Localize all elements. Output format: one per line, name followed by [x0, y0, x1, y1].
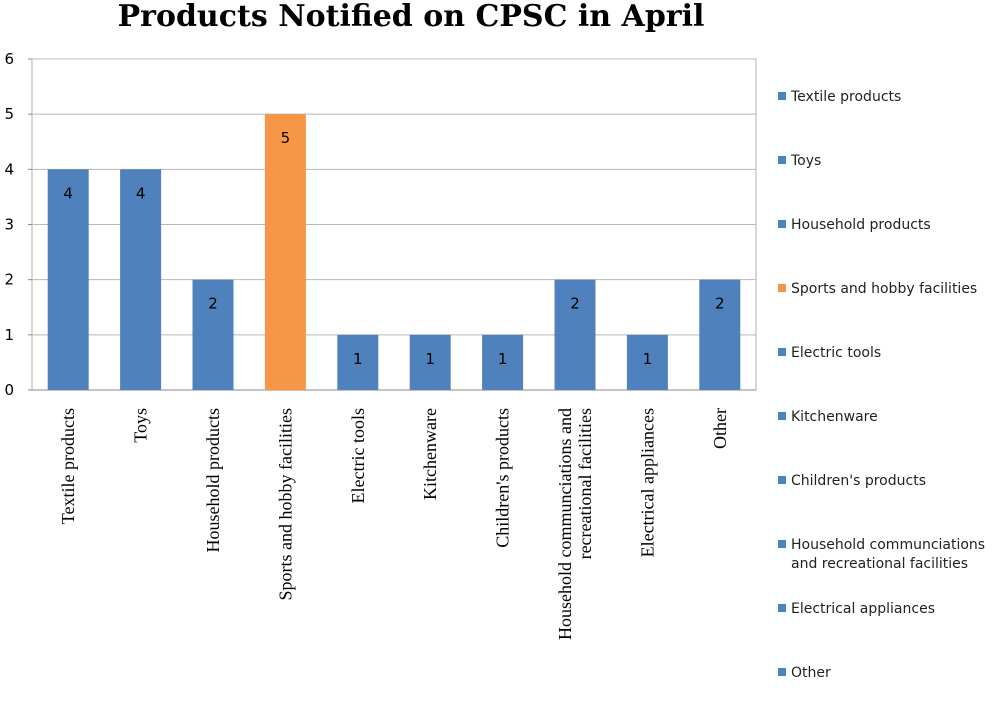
y-tick-label: 6 — [4, 50, 14, 68]
data-label: 2 — [715, 295, 725, 313]
legend-entry: Children's products — [791, 473, 926, 489]
bar — [626, 334, 668, 390]
category-label-group: Electrical appliances — [637, 408, 657, 557]
category-label-group: Sports and hobby facilities — [275, 408, 295, 600]
legend-swatch — [778, 668, 786, 676]
legend-swatch — [778, 476, 786, 484]
category-label: Household communciations and — [555, 408, 575, 640]
data-label: 1 — [643, 350, 653, 368]
legend-swatch — [778, 284, 786, 292]
legend-entry: and recreational facilities — [791, 556, 968, 572]
category-label: Kitchenware — [420, 408, 440, 500]
data-label: 2 — [570, 295, 580, 313]
category-label-group: Electric tools — [348, 408, 368, 503]
legend-entry: Household products — [791, 217, 931, 233]
legend-swatch — [778, 156, 786, 164]
y-axis-ticks: 0 1 2 3 4 5 6 — [4, 50, 14, 399]
data-label: 1 — [425, 350, 435, 368]
legend-entry: Sports and hobby facilities — [791, 281, 977, 297]
y-tick-label: 4 — [4, 160, 14, 178]
category-label: Other — [710, 408, 730, 449]
bar — [699, 279, 741, 390]
data-label: 1 — [498, 350, 508, 368]
y-tick-label: 0 — [4, 381, 14, 399]
bars — [47, 114, 741, 391]
y-tick-label: 5 — [4, 105, 14, 123]
y-tick-label: 1 — [4, 326, 14, 344]
bar — [192, 279, 234, 390]
category-label-group: Children's products — [493, 408, 513, 548]
category-label-group: Household products — [203, 408, 223, 552]
y-tick-label: 3 — [4, 216, 14, 234]
legend-swatch — [778, 92, 786, 100]
data-label: 5 — [281, 129, 291, 147]
bar — [264, 114, 306, 391]
legend-entry: Toys — [790, 153, 821, 169]
legend-entry: Electric tools — [791, 345, 881, 361]
legend-entry: Other — [791, 665, 831, 681]
legend: Textile products Toys Household products Sp… — [778, 89, 985, 681]
category-label: Electric tools — [348, 408, 368, 503]
category-label: Household products — [203, 408, 223, 552]
category-label-group: Textile products — [58, 408, 78, 524]
data-labels: 4 4 2 5 1 1 1 2 1 2 — [63, 129, 724, 368]
category-label-group: Toys — [131, 408, 151, 443]
bar — [554, 279, 596, 390]
data-label: 1 — [353, 350, 363, 368]
data-label: 2 — [208, 295, 218, 313]
category-label-group: Kitchenware — [420, 408, 440, 500]
category-label-group: Other — [710, 408, 730, 449]
data-label: 4 — [136, 184, 146, 202]
category-label: Children's products — [493, 408, 513, 548]
category-label: Electrical appliances — [637, 408, 657, 557]
legend-swatch — [778, 412, 786, 420]
bar — [337, 334, 379, 390]
bar — [482, 334, 524, 390]
legend-swatch — [778, 220, 786, 228]
y-tick-label: 2 — [4, 271, 14, 289]
legend-entry: Kitchenware — [791, 409, 878, 425]
legend-swatch — [778, 540, 786, 548]
category-label: recreational facilities — [575, 408, 595, 559]
chart-title: Products Notified on CPSC in April — [118, 0, 705, 34]
data-label: 4 — [63, 184, 73, 202]
bar — [409, 334, 451, 390]
bar — [47, 169, 89, 390]
legend-swatch — [778, 604, 786, 612]
bar — [120, 169, 162, 390]
legend-swatch — [778, 348, 786, 356]
category-label-group: Household communciations and recreational… — [555, 408, 595, 640]
category-label: Sports and hobby facilities — [275, 408, 295, 600]
legend-entry: Household communciations — [791, 537, 985, 553]
legend-entry: Electrical appliances — [791, 601, 935, 617]
x-axis-categories: Textile products Toys Household products Sp… — [58, 408, 730, 640]
category-label: Textile products — [58, 408, 78, 524]
legend-entry: Textile products — [790, 89, 901, 105]
category-label: Toys — [131, 408, 151, 443]
